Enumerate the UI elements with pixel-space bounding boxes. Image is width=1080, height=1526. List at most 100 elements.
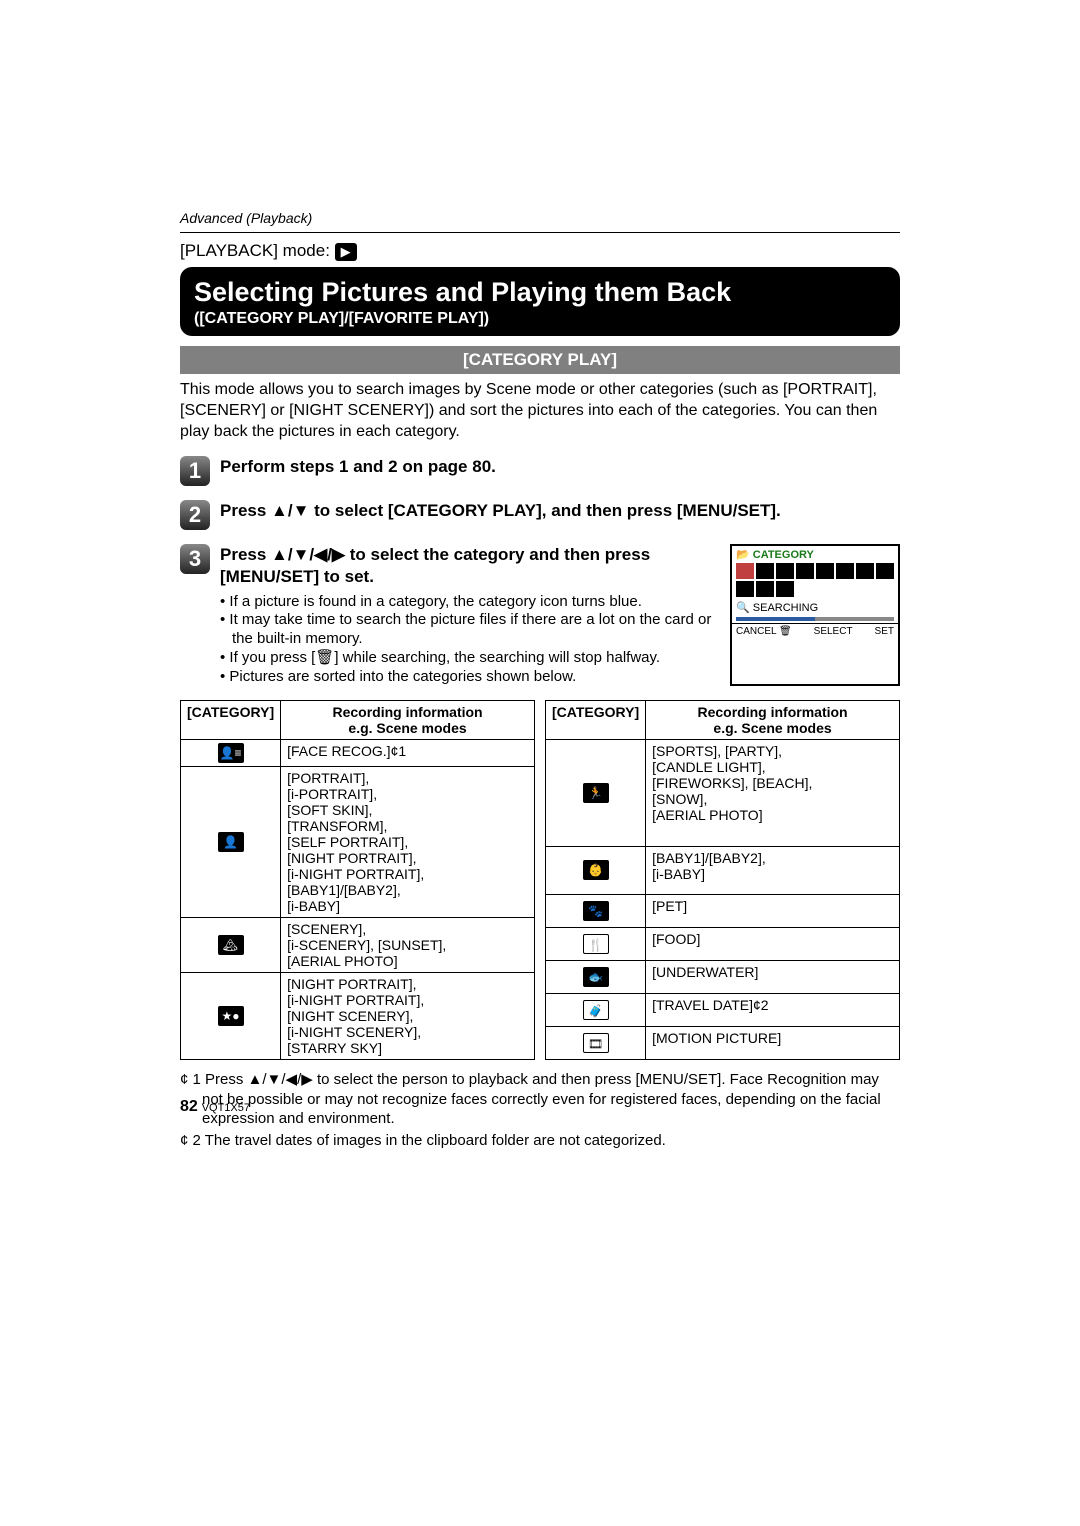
table-row: 🏃 [SPORTS], [PARTY], [CANDLE LIGHT], [FIR… [546, 740, 900, 847]
category-icon-cell: 🏃 [546, 740, 646, 847]
step-2: 2 Press ▲/▼ to select [CATEGORY PLAY], a… [180, 500, 900, 530]
table-row: 🐟 [UNDERWATER] [546, 960, 900, 993]
intro-text: This mode allows you to search images by… [180, 380, 900, 442]
step-3-b1: If a picture is found in a category, the… [220, 593, 716, 612]
playback-icon: ▶ [335, 243, 357, 261]
table-row: 🧳 [TRAVEL DATE]¢2 [546, 994, 900, 1027]
preview-icon [756, 563, 774, 579]
table-row: 🍴 [FOOD] [546, 927, 900, 960]
step-number-1: 1 [180, 456, 210, 486]
step-2-head: Press ▲/▼ to select [CATEGORY PLAY], and… [220, 500, 900, 522]
section-heading: [CATEGORY PLAY] [180, 346, 900, 374]
table-row: 🎞 [MOTION PICTURE] [546, 1027, 900, 1060]
th-category: [CATEGORY] [546, 701, 646, 740]
motion-picture-icon: 🎞 [583, 1033, 609, 1053]
category-text-cell: [SPORTS], [PARTY], [CANDLE LIGHT], [FIRE… [646, 740, 900, 847]
category-icon-cell: 🧳 [546, 994, 646, 1027]
preview-cancel: CANCEL 🗑 [736, 626, 792, 637]
preview-title: 📂 CATEGORY [732, 546, 898, 563]
travel-date-icon: 🧳 [583, 1000, 609, 1020]
preview-set: SET [875, 626, 894, 637]
step-number-3: 3 [180, 544, 210, 574]
portrait-icon: 👤 [218, 832, 244, 852]
category-text-cell: [MOTION PICTURE] [646, 1027, 900, 1060]
category-text-cell: [FOOD] [646, 927, 900, 960]
preview-icon [856, 563, 874, 579]
preview-icon [876, 563, 894, 579]
th-rec-info: Recording information e.g. Scene modes [281, 701, 535, 740]
mode-prefix: [PLAYBACK] mode: [180, 241, 330, 260]
table-row: 👶 [BABY1]/[BABY2], [i-BABY] [546, 846, 900, 894]
category-text-cell: [PORTRAIT], [i-PORTRAIT], [SOFT SKIN], [… [281, 767, 535, 918]
step-3-b3: If you press [🗑] while searching, the se… [220, 649, 716, 668]
preview-icon [756, 581, 774, 597]
preview-icon [736, 581, 754, 597]
table-row: 👤 [PORTRAIT], [i-PORTRAIT], [SOFT SKIN], … [181, 767, 535, 918]
category-icon-cell: ★● [181, 973, 281, 1060]
preview-select: SELECT [814, 626, 853, 637]
mode-line: [PLAYBACK] mode: ▶ [180, 241, 900, 261]
divider [180, 232, 900, 233]
face-recog-icon: 👤≡ [218, 743, 244, 763]
table-row: ★● [NIGHT PORTRAIT], [i-NIGHT PORTRAIT], … [181, 973, 535, 1060]
title-bar: Selecting Pictures and Playing them Back… [180, 267, 900, 336]
category-text-cell: [TRAVEL DATE]¢2 [646, 994, 900, 1027]
category-icon-cell: 👤≡ [181, 740, 281, 767]
category-icon-cell: 🎞 [546, 1027, 646, 1060]
preview-footer: CANCEL 🗑 SELECT SET [732, 623, 898, 639]
category-text-cell: [BABY1]/[BABY2], [i-BABY] [646, 846, 900, 894]
preview-icon [736, 563, 754, 579]
underwater-icon: 🐟 [583, 967, 609, 987]
table-row: 👤≡ [FACE RECOG.]¢1 [181, 740, 535, 767]
category-icon-cell: 🐟 [546, 960, 646, 993]
step-3-b2: It may take time to search the picture f… [220, 611, 716, 649]
step-number-2: 2 [180, 500, 210, 530]
step-3: 3 Press ▲/▼/◀/▶ to select the category a… [180, 544, 900, 686]
category-text-cell: [UNDERWATER] [646, 960, 900, 993]
preview-icon [776, 563, 794, 579]
step-1: 1 Perform steps 1 and 2 on page 80. [180, 456, 900, 486]
th-rec-info: Recording information e.g. Scene modes [646, 701, 900, 740]
page-title: Selecting Pictures and Playing them Back [194, 277, 886, 308]
baby-icon: 👶 [583, 860, 609, 880]
footnote-2: ¢ 2 The travel dates of images in the cl… [202, 1131, 900, 1151]
pet-icon: 🐾 [583, 901, 609, 921]
category-table-left: [CATEGORY] Recording information e.g. Sc… [180, 700, 535, 1060]
preview-icon [776, 581, 794, 597]
category-icon-cell: 🐾 [546, 894, 646, 927]
footnote-1: ¢ 1 Press ▲/▼/◀/▶ to select the person t… [202, 1070, 900, 1129]
preview-icon-grid [732, 563, 898, 599]
step-3-bullets: If a picture is found in a category, the… [220, 593, 716, 687]
preview-icon [816, 563, 834, 579]
category-tables: [CATEGORY] Recording information e.g. Sc… [180, 700, 900, 1060]
category-icon-cell: 🍴 [546, 927, 646, 960]
preview-search: 🔍 SEARCHING [732, 599, 898, 623]
scenery-icon: 🏔 [218, 935, 244, 955]
doc-code: VQT1X57 [202, 1102, 250, 1114]
step-1-head: Perform steps 1 and 2 on page 80. [220, 456, 900, 478]
category-icon-cell: 🏔 [181, 918, 281, 973]
category-text-cell: [PET] [646, 894, 900, 927]
table-row: 🏔 [SCENERY], [i-SCENERY], [SUNSET], [AERI… [181, 918, 535, 973]
footnotes: ¢ 1 Press ▲/▼/◀/▶ to select the person t… [180, 1070, 900, 1150]
step-3-b4: Pictures are sorted into the categories … [220, 668, 716, 687]
category-table-right: [CATEGORY] Recording information e.g. Sc… [545, 700, 900, 1060]
preview-icon [796, 563, 814, 579]
food-icon: 🍴 [583, 934, 609, 954]
category-text-cell: [FACE RECOG.]¢1 [281, 740, 535, 767]
category-icon-cell: 👶 [546, 846, 646, 894]
category-icon-cell: 👤 [181, 767, 281, 918]
category-text-cell: [SCENERY], [i-SCENERY], [SUNSET], [AERIA… [281, 918, 535, 973]
page-number: 82 [180, 1098, 198, 1115]
table-row: 🐾 [PET] [546, 894, 900, 927]
th-category: [CATEGORY] [181, 701, 281, 740]
category-screen-preview: 📂 CATEGORY 🔍 SEARCHING [730, 544, 900, 686]
section-label: Advanced (Playback) [180, 210, 900, 226]
sports-icon: 🏃 [583, 783, 609, 803]
page-footer: 82 VQT1X57 [180, 1098, 250, 1116]
category-text-cell: [NIGHT PORTRAIT], [i-NIGHT PORTRAIT], [N… [281, 973, 535, 1060]
preview-icon [836, 563, 854, 579]
page-subtitle: ([CATEGORY PLAY]/[FAVORITE PLAY]) [194, 310, 886, 328]
step-3-head: Press ▲/▼/◀/▶ to select the category and… [220, 544, 716, 588]
night-scenery-icon: ★● [218, 1006, 244, 1026]
